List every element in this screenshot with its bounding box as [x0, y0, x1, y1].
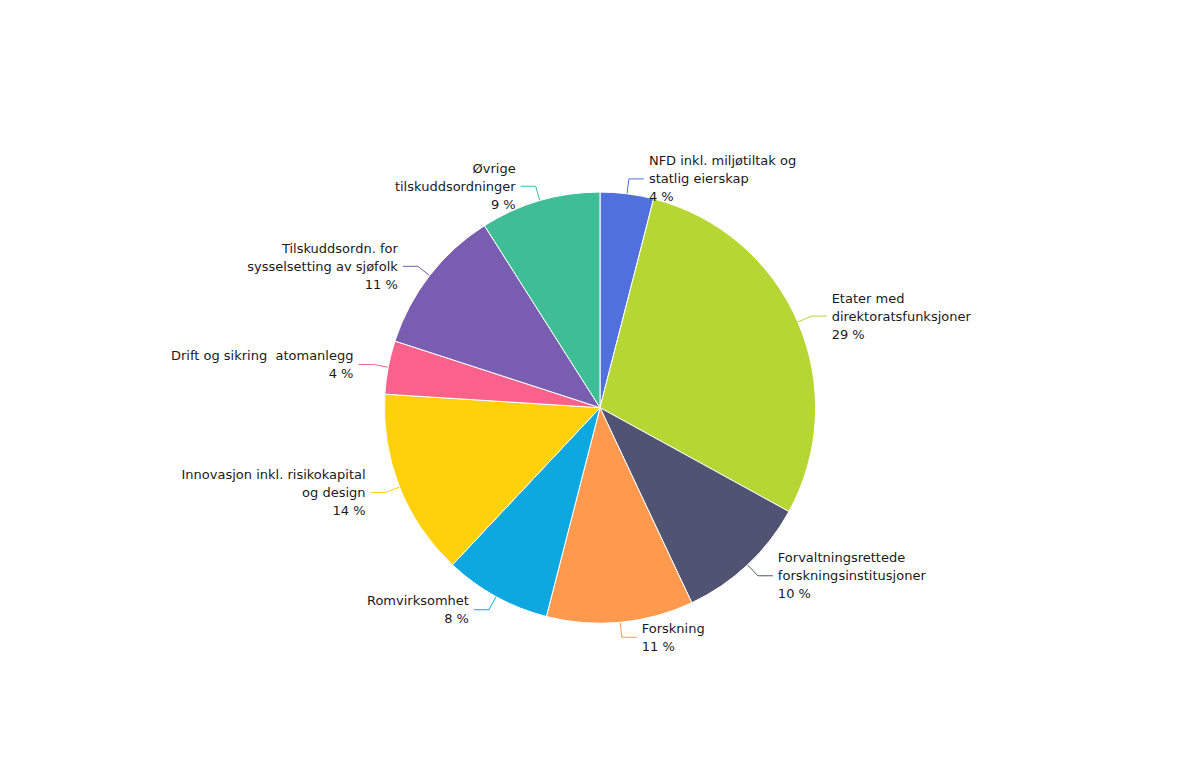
svg-text:11 %: 11 %: [642, 639, 675, 654]
svg-text:tilskuddsordninger: tilskuddsordninger: [395, 179, 516, 194]
svg-text:forskningsinstitusjoner: forskningsinstitusjoner: [778, 568, 927, 583]
svg-text:NFD inkl. miljøtiltak og: NFD inkl. miljøtiltak og: [649, 153, 796, 168]
svg-text:Forskning: Forskning: [642, 621, 705, 636]
svg-text:Etater med: Etater med: [832, 291, 905, 306]
svg-text:Øvrige: Øvrige: [473, 161, 516, 176]
svg-text:Romvirksomhet: Romvirksomhet: [367, 593, 469, 608]
svg-text:8 %: 8 %: [444, 611, 469, 626]
svg-text:direktoratsfunksjoner: direktoratsfunksjoner: [832, 309, 972, 324]
svg-text:4 %: 4 %: [649, 189, 674, 204]
svg-text:10 %: 10 %: [778, 586, 811, 601]
svg-text:sysselsetting av sjøfolk: sysselsetting av sjøfolk: [247, 259, 398, 274]
svg-text:29 %: 29 %: [832, 327, 865, 342]
svg-text:og design: og design: [302, 485, 365, 500]
svg-text:Innovasjon inkl. risikokapital: Innovasjon inkl. risikokapital: [182, 467, 366, 482]
svg-text:Tilskuddsordn. for: Tilskuddsordn. for: [281, 241, 399, 256]
svg-text:14 %: 14 %: [333, 503, 366, 518]
svg-text:statlig eierskap: statlig eierskap: [649, 171, 749, 186]
svg-text:11 %: 11 %: [365, 277, 398, 292]
svg-text:Forvaltningsrettede: Forvaltningsrettede: [778, 550, 905, 565]
svg-text:Drift og sikring atomanlegg: Drift og sikring atomanlegg: [171, 348, 354, 363]
svg-text:9 %: 9 %: [491, 197, 516, 212]
svg-text:4 %: 4 %: [329, 366, 354, 381]
